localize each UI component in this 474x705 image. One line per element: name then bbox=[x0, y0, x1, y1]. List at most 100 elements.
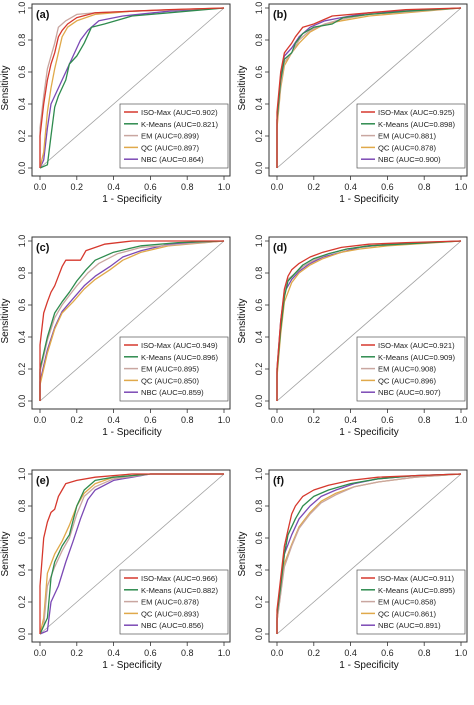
roc-curve-nbc bbox=[39, 473, 224, 635]
x-tick-label: 1.0 bbox=[218, 415, 231, 425]
x-tick-label: 0.0 bbox=[271, 648, 284, 658]
panel-label: (b) bbox=[273, 9, 287, 21]
roc-panel: 0.0 0.2 0.4 0.6 0.8 1.0 0.0 0.2 0.4 0.6 0.8 1.0 1 - … bbox=[237, 235, 468, 438]
roc-curve-iso-max bbox=[276, 240, 462, 401]
x-axis-label: 1 - Specificity bbox=[102, 194, 161, 205]
x-tick-label: 0.8 bbox=[418, 648, 431, 658]
legend-entry: NBC (AUC=0.900) bbox=[378, 155, 441, 164]
x-tick-label: 0.8 bbox=[181, 415, 194, 425]
x-axis-label: 1 - Specificity bbox=[102, 660, 161, 671]
x-tick-label: 1.0 bbox=[455, 648, 468, 658]
y-tick-label: 0.8 bbox=[254, 500, 264, 513]
x-tick-label: 0.4 bbox=[107, 648, 120, 658]
x-tick-label: 0.2 bbox=[308, 182, 321, 192]
roc-curve-em bbox=[276, 473, 462, 634]
reference-diagonal bbox=[39, 240, 225, 402]
legend-entry: ISO-Max (AUC=0.949) bbox=[141, 341, 218, 350]
roc-curve-k-means bbox=[276, 473, 462, 634]
x-tick-label: 0.2 bbox=[71, 648, 84, 658]
roc-curve-em bbox=[39, 240, 225, 401]
x-tick-label: 0.4 bbox=[107, 415, 120, 425]
y-tick-label: 0.2 bbox=[17, 363, 27, 376]
y-tick-label: 1.0 bbox=[254, 235, 264, 248]
legend-entry: K-Means (AUC=0.909) bbox=[378, 353, 455, 362]
x-tick-label: 0.2 bbox=[308, 648, 321, 658]
panel-label: (e) bbox=[36, 475, 50, 487]
x-tick-label: 0.4 bbox=[344, 648, 357, 658]
legend-entry: EM (AUC=0.895) bbox=[141, 365, 199, 374]
roc-curve-qc bbox=[39, 7, 225, 169]
x-tick-label: 0.6 bbox=[144, 415, 157, 425]
y-tick-label: 0.4 bbox=[254, 331, 264, 344]
plot-frame bbox=[31, 469, 231, 643]
panel-label: (d) bbox=[273, 242, 287, 254]
legend-entry: K-Means (AUC=0.821) bbox=[141, 120, 218, 129]
y-tick-label: 0.8 bbox=[254, 267, 264, 280]
roc-panel: 0.0 0.2 0.4 0.6 0.8 1.0 0.0 0.2 0.4 0.6 0.8 1.0 1 - … bbox=[0, 2, 231, 205]
y-tick-label: 0.6 bbox=[254, 532, 264, 545]
x-tick-label: 0.4 bbox=[344, 415, 357, 425]
roc-curve-em bbox=[39, 473, 224, 635]
y-tick-label: 0.0 bbox=[17, 395, 27, 408]
x-tick-label: 0.0 bbox=[34, 182, 47, 192]
y-tick-label: 0.4 bbox=[17, 98, 27, 111]
legend-entry: ISO-Max (AUC=0.921) bbox=[378, 341, 455, 350]
legend-entry: QC (AUC=0.897) bbox=[141, 143, 199, 152]
x-tick-label: 1.0 bbox=[218, 648, 231, 658]
y-tick-label: 0.2 bbox=[17, 596, 27, 609]
legend-entry: EM (AUC=0.858) bbox=[378, 598, 436, 607]
y-tick-label: 1.0 bbox=[254, 2, 264, 15]
x-tick-label: 0.8 bbox=[181, 182, 194, 192]
reference-diagonal bbox=[39, 7, 225, 169]
y-tick-label: 0.0 bbox=[17, 162, 27, 175]
reference-diagonal bbox=[276, 240, 462, 402]
roc-curve-iso-max bbox=[39, 7, 225, 168]
legend-entry: ISO-Max (AUC=0.911) bbox=[378, 574, 455, 583]
y-tick-label: 0.2 bbox=[17, 130, 27, 143]
y-axis-label: Sensitivity bbox=[237, 531, 248, 576]
x-tick-label: 0.2 bbox=[308, 415, 321, 425]
y-tick-label: 1.0 bbox=[17, 235, 27, 248]
y-tick-label: 0.6 bbox=[17, 532, 27, 545]
y-tick-label: 0.0 bbox=[254, 162, 264, 175]
x-tick-label: 0.2 bbox=[71, 182, 84, 192]
plot-frame bbox=[31, 3, 231, 177]
legend-entry: ISO-Max (AUC=0.966) bbox=[141, 574, 218, 583]
plot-frame bbox=[268, 236, 468, 410]
y-tick-label: 0.2 bbox=[254, 130, 264, 143]
roc-panel: 0.0 0.2 0.4 0.6 0.8 1.0 0.0 0.2 0.4 0.6 0.8 1.0 1 - … bbox=[237, 2, 468, 205]
x-axis-label: 1 - Specificity bbox=[339, 660, 398, 671]
legend-entry: EM (AUC=0.878) bbox=[141, 598, 199, 607]
x-tick-label: 0.6 bbox=[381, 648, 394, 658]
panel-label: (f) bbox=[273, 475, 284, 487]
y-tick-label: 0.8 bbox=[17, 500, 27, 513]
plot-frame bbox=[31, 236, 231, 410]
panel-label: (c) bbox=[36, 242, 50, 254]
legend-entry: K-Means (AUC=0.895) bbox=[378, 586, 455, 595]
legend-entry: NBC (AUC=0.907) bbox=[378, 388, 441, 397]
y-tick-label: 0.8 bbox=[254, 34, 264, 47]
y-tick-label: 1.0 bbox=[17, 2, 27, 15]
reference-diagonal bbox=[276, 7, 462, 169]
legend-entry: K-Means (AUC=0.898) bbox=[378, 120, 455, 129]
y-axis-label: Sensitivity bbox=[0, 531, 11, 576]
y-tick-label: 0.0 bbox=[254, 395, 264, 408]
roc-curve-k-means bbox=[39, 240, 225, 401]
x-tick-label: 1.0 bbox=[455, 415, 468, 425]
roc-curve-iso-max bbox=[276, 7, 462, 168]
roc-curve-k-means bbox=[39, 7, 225, 169]
x-tick-label: 0.8 bbox=[418, 415, 431, 425]
x-tick-label: 0.0 bbox=[34, 415, 47, 425]
roc-curve-qc bbox=[39, 240, 225, 401]
panel-label: (a) bbox=[36, 9, 50, 21]
legend-entry: ISO-Max (AUC=0.902) bbox=[141, 108, 218, 117]
x-tick-label: 0.0 bbox=[271, 415, 284, 425]
x-tick-label: 0.4 bbox=[344, 182, 357, 192]
y-axis-label: Sensitivity bbox=[0, 298, 11, 343]
x-tick-label: 0.4 bbox=[107, 182, 120, 192]
x-tick-label: 0.8 bbox=[418, 182, 431, 192]
y-tick-label: 0.8 bbox=[17, 267, 27, 280]
x-tick-label: 1.0 bbox=[218, 182, 231, 192]
x-axis-label: 1 - Specificity bbox=[339, 194, 398, 205]
